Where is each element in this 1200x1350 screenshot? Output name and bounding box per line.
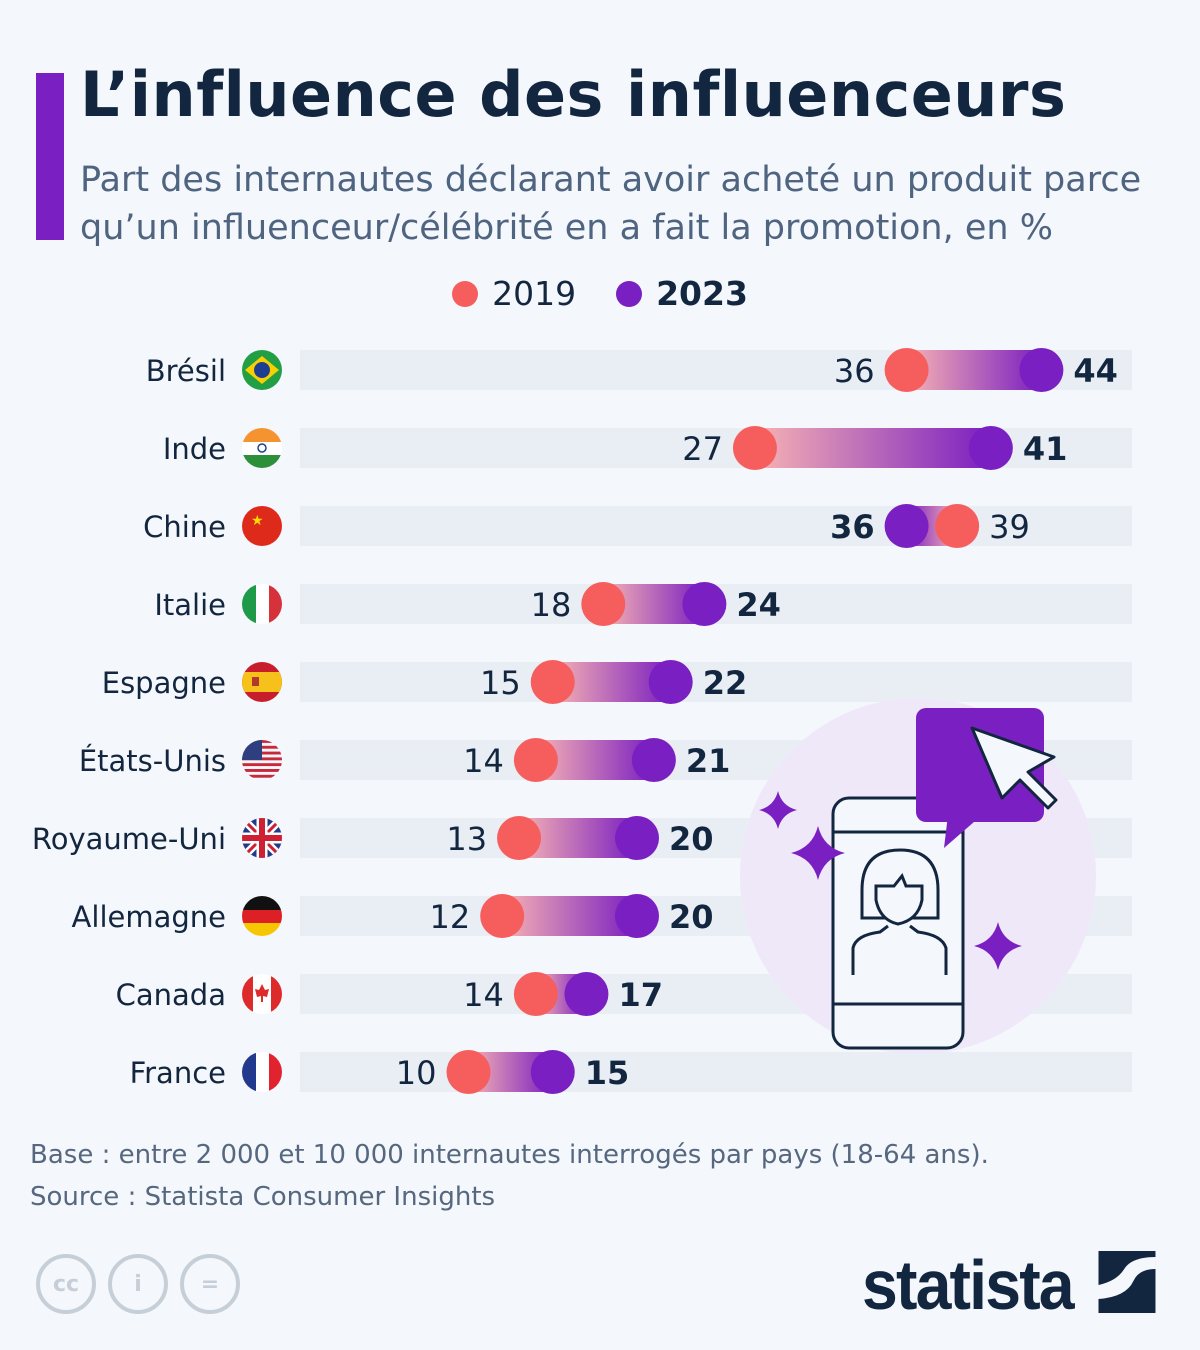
- value-label-2023: 21: [686, 742, 731, 780]
- value-label-2019: 14: [463, 976, 504, 1014]
- legend-label: 2019: [492, 274, 577, 313]
- germany-flag-icon: [242, 896, 282, 936]
- dot-2019: [513, 972, 558, 1016]
- spain-flag-icon: [242, 662, 282, 702]
- legend-label: 2023: [656, 274, 748, 313]
- dot-2023: [884, 504, 929, 548]
- row-france: France 10 15: [130, 1050, 1132, 1094]
- legend-dot-2023: [616, 280, 643, 307]
- dot-2019: [530, 660, 575, 704]
- no-derivatives-icon: =: [180, 1254, 240, 1314]
- value-label-2023: 17: [618, 976, 663, 1014]
- value-label-2023: 44: [1073, 352, 1118, 390]
- country-label: Brésil: [146, 354, 226, 388]
- dot-2023: [615, 894, 659, 938]
- footnote-base: Base : entre 2 000 et 10 000 internautes…: [30, 1140, 989, 1170]
- france-flag-icon: [242, 1052, 282, 1092]
- row-italy: Italie 18 24: [154, 582, 1132, 626]
- legend-item-2019: 2019: [452, 274, 576, 313]
- value-label-2023: 22: [703, 664, 748, 702]
- country-label: Royaume-Uni: [32, 822, 226, 856]
- value-label-2019: 14: [463, 742, 504, 780]
- legend-dot-2019: [452, 280, 479, 307]
- dot-2023: [1019, 348, 1064, 392]
- dot-2019: [935, 504, 980, 548]
- value-label-2023: 20: [669, 820, 714, 858]
- dot-2019: [480, 894, 525, 938]
- dumbbell-chart: Brésil 36 44 Inde 27 41 Chine ★ 36 39 Italie 18 24 Es…: [32, 348, 1132, 1094]
- value-label-2023: 36: [830, 508, 875, 546]
- country-label: États-Unis: [79, 744, 226, 778]
- dot-2019: [497, 816, 542, 860]
- value-label-2019: 36: [834, 352, 875, 390]
- value-label-2023: 24: [736, 586, 781, 624]
- legend: 2019 2023: [0, 274, 1200, 313]
- country-label: Canada: [116, 978, 226, 1012]
- connector-bar: [502, 896, 637, 936]
- dot-2019: [446, 1050, 491, 1094]
- value-label-2019: 18: [531, 586, 572, 624]
- connector-bar: [754, 428, 991, 468]
- usa-flag-icon: [242, 740, 282, 778]
- chart-title: L’influence des influenceurs: [80, 58, 1067, 131]
- value-label-2019: 39: [989, 508, 1030, 546]
- country-label: Italie: [154, 588, 226, 622]
- legend-item-2023: 2023: [616, 274, 748, 313]
- canada-flag-icon: [242, 974, 282, 1014]
- dot-2023: [682, 582, 727, 626]
- dot-2019: [581, 582, 626, 626]
- country-label: France: [130, 1056, 226, 1090]
- country-label: Chine: [143, 510, 226, 544]
- row-track: [300, 1052, 1132, 1092]
- row-track: [300, 506, 1132, 546]
- statista-logo-mark: [1098, 1251, 1156, 1313]
- dot-2023: [615, 816, 659, 860]
- value-label-2023: 15: [585, 1054, 630, 1092]
- license-icons: cc i =: [36, 1254, 240, 1314]
- logo-text: statista: [862, 1246, 1075, 1324]
- footnote-source: Source : Statista Consumer Insights: [30, 1182, 496, 1212]
- statista-logo: statista: [862, 1245, 1156, 1325]
- chart-subtitle: Part des internautes déclarant avoir ach…: [80, 160, 1142, 248]
- country-label: Inde: [163, 432, 226, 466]
- india-flag-icon: [242, 428, 282, 468]
- dot-2023: [968, 426, 1013, 470]
- dot-2023: [631, 738, 676, 782]
- cc-icon: cc: [36, 1254, 96, 1314]
- row-spain: Espagne 15 22: [102, 660, 1132, 704]
- row-china: Chine ★ 36 39: [143, 504, 1132, 548]
- attribution-icon: i: [108, 1254, 168, 1314]
- svg-text:★: ★: [251, 513, 264, 529]
- value-label-2019: 15: [480, 664, 521, 702]
- value-label-2023: 20: [669, 898, 714, 936]
- dot-2019: [884, 348, 929, 392]
- dot-2023: [648, 660, 693, 704]
- dot-2023: [564, 972, 609, 1016]
- country-label: Allemagne: [72, 900, 226, 934]
- dot-2019: [513, 738, 558, 782]
- country-label: Espagne: [102, 666, 226, 700]
- connector-bar: [906, 350, 1042, 390]
- value-label-2023: 41: [1023, 430, 1068, 468]
- dot-2023: [530, 1050, 575, 1094]
- value-label-2019: 13: [446, 820, 487, 858]
- value-label-2019: 10: [396, 1054, 437, 1092]
- row-track: [300, 662, 1132, 702]
- value-label-2019: 12: [429, 898, 470, 936]
- brazil-flag-icon: [242, 350, 282, 390]
- accent-bar: [36, 73, 64, 240]
- dot-2019: [732, 426, 777, 470]
- uk-flag-icon: [242, 818, 282, 858]
- influencer-phone-illustration: [740, 698, 1096, 1054]
- china-flag-icon: ★: [242, 506, 282, 546]
- italy-flag-icon: [242, 584, 282, 624]
- row-india: Inde 27 41: [163, 426, 1132, 470]
- value-label-2019: 27: [682, 430, 723, 468]
- row-brazil: Brésil 36 44: [146, 348, 1132, 392]
